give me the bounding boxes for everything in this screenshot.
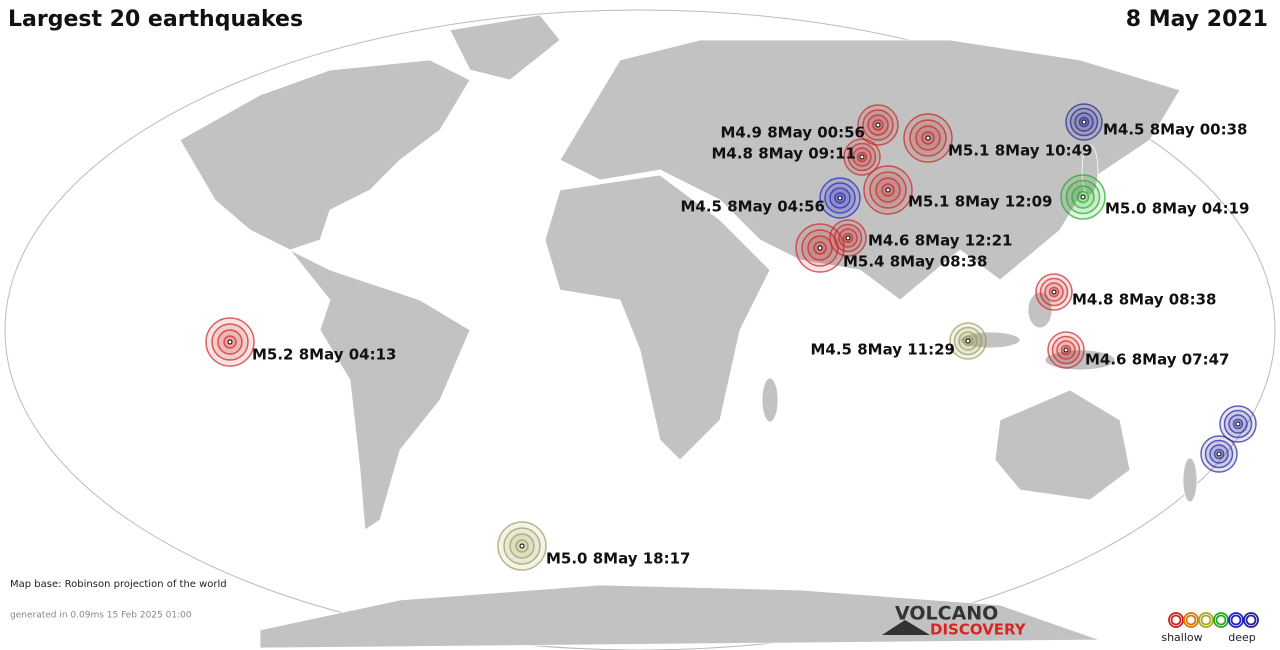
quake-marker: [1200, 435, 1238, 473]
marker-center: [845, 235, 851, 241]
legend-ring: [1228, 612, 1244, 628]
quake-label: M4.6 8May 07:47: [1085, 351, 1230, 369]
legend-ring: [1200, 614, 1212, 626]
logo-line2: DISCOVERY: [930, 621, 1027, 639]
quake-label: M5.4 8May 08:38: [843, 253, 988, 271]
quake-label: M5.2 8May 04:13: [252, 346, 397, 364]
legend-ring: [1185, 614, 1197, 626]
marker-center: [1063, 347, 1069, 353]
quake-label: M4.6 8May 12:21: [868, 232, 1013, 250]
quake-label: M4.9 8May 00:56: [721, 124, 866, 142]
marker-center: [227, 339, 233, 345]
quake-label: M5.1 8May 10:49: [948, 142, 1093, 160]
marker-center: [885, 187, 891, 193]
marker-center: [1235, 421, 1241, 427]
logo-icon: [882, 620, 930, 635]
quake-marker: [829, 219, 867, 257]
legend-ring: [1230, 614, 1242, 626]
quake-marker: [205, 317, 255, 367]
legend-ring: [1215, 614, 1227, 626]
marker-center: [875, 122, 881, 128]
marker-center: [519, 543, 525, 549]
map-date: 8 May 2021: [1126, 7, 1268, 32]
legend-ring: [1243, 612, 1259, 628]
quake-marker: [1219, 405, 1257, 443]
quake-marker: [857, 104, 899, 146]
quake-marker: [863, 165, 913, 215]
quake-label: M5.1 8May 12:09: [908, 193, 1053, 211]
marker-center: [925, 135, 931, 141]
quake-marker: [1060, 174, 1106, 220]
quake-label: M4.8 8May 08:38: [1072, 291, 1217, 309]
quake-label: M5.0 8May 18:17: [546, 550, 691, 568]
map-title: Largest 20 earthquakes: [8, 7, 303, 32]
quake-marker: [1047, 331, 1085, 369]
legend-ring: [1170, 614, 1182, 626]
legend-ring: [1213, 612, 1229, 628]
marker-center: [1081, 119, 1087, 125]
quake-marker: [1035, 273, 1073, 311]
generated-note: generated in 0.09ms 15 Feb 2025 01:00: [10, 611, 192, 621]
quake-marker: [949, 322, 987, 360]
logo-line1: VOLCANO: [895, 603, 998, 625]
marker-center: [837, 195, 843, 201]
quake-marker: [903, 113, 953, 163]
marker-center: [965, 338, 971, 344]
marker-center: [1080, 194, 1086, 200]
legend-ring: [1168, 612, 1184, 628]
quake-marker: [795, 223, 845, 273]
quake-marker: [819, 177, 861, 219]
marker-center: [1216, 451, 1222, 457]
marker-center: [859, 154, 865, 160]
legend-deep: deep: [1228, 631, 1256, 644]
legend-ring: [1183, 612, 1199, 628]
quake-marker: [843, 138, 881, 176]
quake-marker: [1065, 103, 1103, 141]
quake-label: M4.8 8May 09:11: [712, 145, 857, 163]
legend-ring: [1245, 614, 1257, 626]
map-base-note: Map base: Robinson projection of the wor…: [10, 579, 227, 590]
marker-center: [1051, 289, 1057, 295]
legend-shallow: shallow: [1161, 631, 1202, 644]
marker-center: [817, 245, 823, 251]
quake-marker: [497, 521, 547, 571]
quake-label: M4.5 8May 11:29: [811, 341, 956, 359]
quake-label: M4.5 8May 00:38: [1103, 121, 1248, 139]
legend-ring: [1198, 612, 1214, 628]
quake-label: M5.0 8May 04:19: [1105, 200, 1250, 218]
quake-label: M4.5 8May 04:56: [681, 198, 826, 216]
